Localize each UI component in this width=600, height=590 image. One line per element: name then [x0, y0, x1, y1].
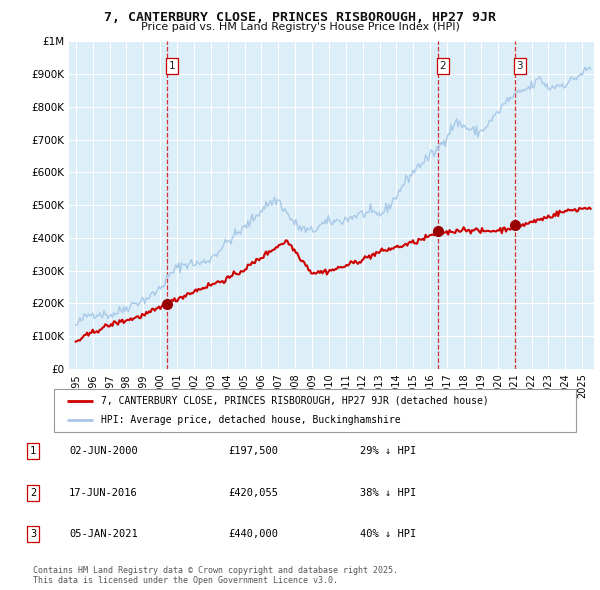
Text: Contains HM Land Registry data © Crown copyright and database right 2025.
This d: Contains HM Land Registry data © Crown c… [33, 566, 398, 585]
Text: 1: 1 [30, 447, 36, 456]
Text: 05-JAN-2021: 05-JAN-2021 [69, 529, 138, 539]
Text: £440,000: £440,000 [228, 529, 278, 539]
Text: 1: 1 [169, 61, 176, 71]
Text: 38% ↓ HPI: 38% ↓ HPI [360, 488, 416, 497]
Text: 29% ↓ HPI: 29% ↓ HPI [360, 447, 416, 456]
Text: 2: 2 [30, 488, 36, 497]
Text: 3: 3 [30, 529, 36, 539]
Text: 7, CANTERBURY CLOSE, PRINCES RISBOROUGH, HP27 9JR (detached house): 7, CANTERBURY CLOSE, PRINCES RISBOROUGH,… [101, 396, 489, 406]
Text: HPI: Average price, detached house, Buckinghamshire: HPI: Average price, detached house, Buck… [101, 415, 401, 425]
Text: 40% ↓ HPI: 40% ↓ HPI [360, 529, 416, 539]
Text: 3: 3 [517, 61, 523, 71]
Text: 17-JUN-2016: 17-JUN-2016 [69, 488, 138, 497]
Text: 2: 2 [440, 61, 446, 71]
Text: £197,500: £197,500 [228, 447, 278, 456]
Text: 02-JUN-2000: 02-JUN-2000 [69, 447, 138, 456]
Text: Price paid vs. HM Land Registry's House Price Index (HPI): Price paid vs. HM Land Registry's House … [140, 22, 460, 32]
Text: £420,055: £420,055 [228, 488, 278, 497]
Text: 7, CANTERBURY CLOSE, PRINCES RISBOROUGH, HP27 9JR: 7, CANTERBURY CLOSE, PRINCES RISBOROUGH,… [104, 11, 496, 24]
